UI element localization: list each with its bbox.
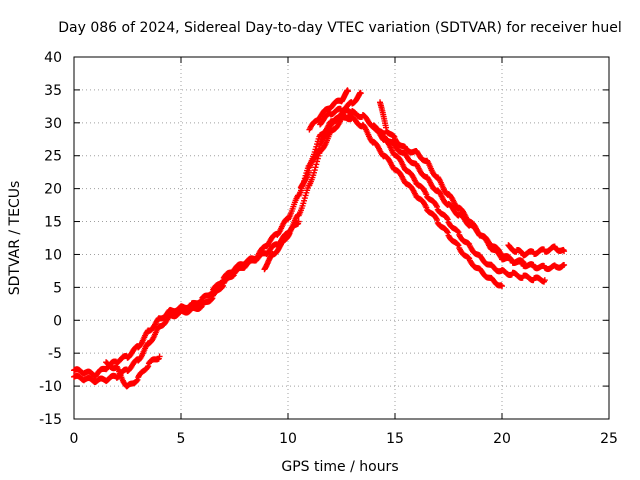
y-tick-label: 20 — [44, 182, 62, 198]
series-arc-4 — [317, 89, 364, 128]
y-tick-label: -10 — [39, 379, 62, 395]
x-axis-label: GPS time / hours — [281, 459, 398, 475]
x-tick-label: 10 — [279, 431, 297, 447]
x-tick-label: 20 — [493, 431, 511, 447]
series-arc-1 — [71, 108, 548, 386]
x-tick-label: 0 — [70, 431, 79, 447]
y-axis-label: SDTVAR / TECUs — [7, 181, 23, 296]
x-tick-label: 15 — [386, 431, 404, 447]
axis-ticks — [73, 56, 610, 420]
x-tick-label: 5 — [177, 431, 186, 447]
y-tick-label: 15 — [44, 215, 62, 231]
y-tick-label: 5 — [53, 280, 62, 296]
series-arc-5 — [306, 87, 351, 133]
y-tick-label: 40 — [44, 50, 62, 66]
series-arc-9 — [377, 99, 527, 266]
y-tick-labels: -15 -10 -5 0 5 10 15 20 25 30 35 40 — [39, 50, 62, 428]
series-arc-7 — [261, 218, 302, 273]
y-tick-label: 30 — [44, 116, 62, 132]
y-tick-label: 10 — [44, 247, 62, 263]
y-tick-label: -15 — [39, 412, 62, 428]
x-tick-label: 25 — [600, 431, 618, 447]
chart-title: Day 086 of 2024, Sidereal Day-to-day VTE… — [58, 20, 621, 36]
series-arc-10 — [505, 242, 568, 259]
plot-frame — [73, 56, 610, 420]
series-arc-6 — [297, 107, 356, 191]
y-tick-label: -5 — [48, 346, 62, 362]
series-arc-3 — [103, 353, 163, 390]
y-tick-label: 35 — [44, 83, 62, 99]
x-tick-labels: 0 5 10 15 20 25 — [70, 431, 618, 447]
y-tick-label: 0 — [53, 313, 62, 329]
data-marks — [71, 87, 568, 390]
y-tick-label: 25 — [44, 149, 62, 165]
